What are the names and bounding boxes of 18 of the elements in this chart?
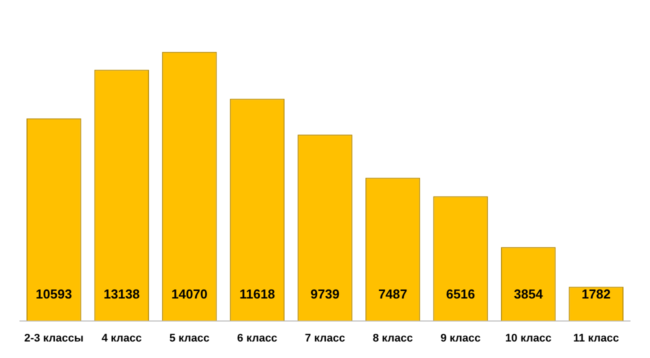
- x-tick-label: 8 класс: [372, 332, 413, 344]
- data-label: 10593: [36, 286, 72, 302]
- data-label: 7487: [378, 286, 408, 302]
- x-tick-label: 6 класс: [237, 332, 278, 344]
- x-tick-label: 7 класс: [304, 332, 346, 344]
- data-label: 11618: [240, 286, 275, 302]
- data-label: 3854: [514, 286, 544, 302]
- x-tick-label: 5 класс: [169, 332, 210, 344]
- data-label: 9739: [310, 286, 340, 302]
- data-label: 13138: [104, 286, 140, 302]
- data-label: 6516: [446, 286, 476, 302]
- x-tick-label: 9 класс: [440, 332, 481, 344]
- x-tick-label: 10 класс: [505, 332, 552, 344]
- x-tick-label: 4 класс: [102, 332, 142, 344]
- data-label: 1782: [582, 286, 611, 302]
- x-tick-label: 2-3 классы: [24, 332, 84, 344]
- data-label: 14070: [171, 286, 208, 302]
- x-tick-label: 11 класс: [573, 332, 619, 344]
